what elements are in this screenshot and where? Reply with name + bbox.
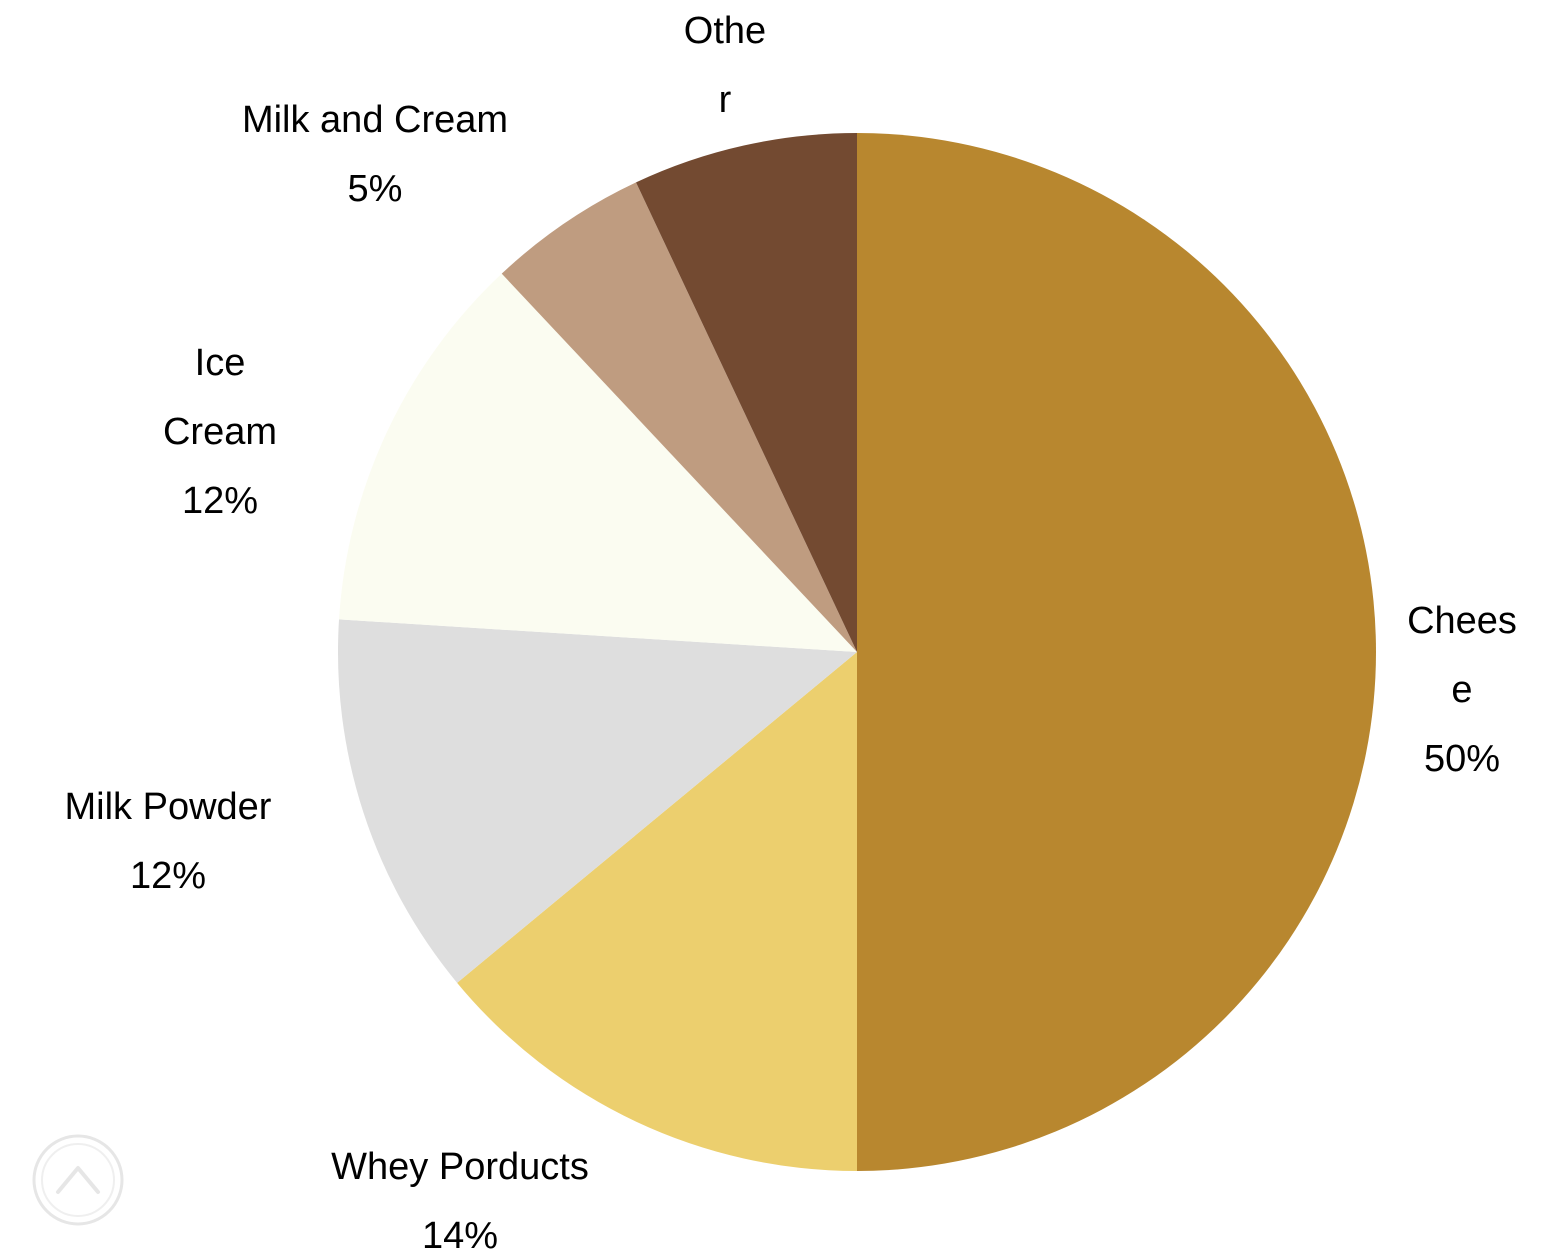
slice-label-line: Cream	[163, 411, 277, 453]
slice-label-milk-powder: Milk Powder 12%	[65, 786, 272, 897]
slice-label-line: Othe	[684, 10, 766, 52]
pie-slice-cheese	[857, 133, 1376, 1171]
slice-label-line: Milk and Cream	[242, 99, 508, 141]
slice-label-line: 12%	[182, 480, 258, 522]
pie-slices	[337, 133, 1376, 1171]
pie-slice-other	[636, 133, 857, 652]
pie-slice-milk-and-cream	[501, 182, 857, 652]
slice-label-line: 12%	[130, 855, 206, 897]
slice-label-line: Whey Porducts	[331, 1146, 589, 1188]
slice-label-whey-porducts: Whey Porducts 14%	[331, 1146, 589, 1253]
slice-label-cheese: Chees e 50%	[1407, 600, 1517, 780]
pie-slice-milk-powder	[337, 619, 857, 983]
slice-labels: Chees e 50%Whey Porducts 14%Milk Powder 12%I…	[65, 99, 1517, 1253]
pie-slice-ice-cream	[339, 273, 857, 652]
chevron-up-circle-icon	[30, 1132, 126, 1228]
slice-label-milk-and-cream: Milk and Cream 5%	[242, 99, 508, 210]
pie-slice-whey-porducts	[457, 652, 857, 1171]
slice-label-line: 14%	[422, 1215, 498, 1253]
slice-label-ice-cream: Ice Cream 12%	[163, 342, 277, 522]
slice-label-line: 5%	[348, 168, 403, 210]
slice-label-line: Chees	[1407, 600, 1517, 642]
slice-label-line: Milk Powder	[65, 786, 272, 828]
slice-label-line: r	[719, 79, 732, 121]
slice-label-line: e	[1451, 669, 1472, 711]
slice-label-line: Ice	[195, 342, 246, 384]
slice-label-line: 50%	[1424, 738, 1500, 780]
